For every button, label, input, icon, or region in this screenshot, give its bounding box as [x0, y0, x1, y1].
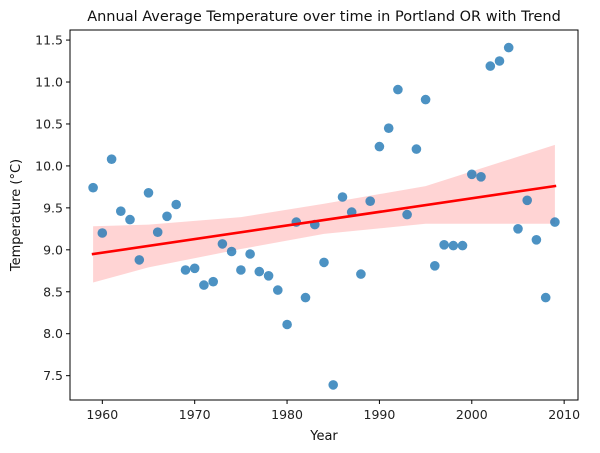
data-point	[236, 265, 246, 275]
y-axis-ticks: 7.5 8.0 8.5 9.0 9.5 10.0 10.5 11.0 11.5	[35, 33, 70, 383]
data-point	[199, 280, 209, 290]
data-point	[540, 292, 551, 303]
data-point	[217, 239, 228, 249]
data-point	[189, 263, 200, 274]
data-point	[467, 169, 477, 180]
data-point	[245, 249, 255, 259]
data-point	[328, 380, 339, 390]
data-point	[88, 182, 98, 193]
data-points-layer	[88, 42, 560, 390]
data-point	[152, 227, 163, 237]
data-point	[485, 61, 496, 71]
data-point	[97, 228, 108, 238]
y-tick-label: 9.5	[43, 200, 63, 215]
x-tick-label: 2010	[548, 407, 580, 422]
data-point	[125, 214, 135, 225]
y-tick-label: 11.0	[35, 75, 63, 90]
data-point	[439, 240, 449, 250]
confidence-band	[93, 144, 555, 283]
data-point	[254, 266, 265, 277]
data-point	[282, 319, 292, 330]
data-point	[522, 195, 532, 206]
data-point	[273, 285, 283, 295]
data-point	[143, 188, 154, 198]
data-point	[263, 271, 274, 281]
data-point	[402, 209, 412, 220]
data-point	[383, 123, 394, 133]
data-point	[134, 255, 145, 265]
confidence-band-layer	[93, 144, 555, 283]
data-point	[116, 206, 126, 216]
data-point	[448, 240, 459, 251]
data-point	[208, 276, 218, 287]
y-tick-label: 7.5	[43, 368, 63, 383]
x-axis-ticks: 1960 1970 1980 1990 2000 2010	[86, 400, 580, 422]
data-point	[171, 199, 181, 210]
x-tick-label: 1990	[364, 407, 396, 422]
trend-line-layer	[91, 184, 557, 256]
data-point	[411, 144, 422, 154]
y-tick-label: 9.0	[43, 242, 63, 257]
data-point	[319, 257, 329, 268]
data-point	[457, 240, 468, 251]
x-tick-label: 1960	[86, 407, 118, 422]
x-tick-label: 2000	[456, 407, 488, 422]
plot-frame	[69, 29, 579, 401]
data-point	[300, 292, 311, 303]
y-axis-label: Temperature (°C)	[9, 159, 24, 272]
x-axis-label: Year	[309, 429, 338, 444]
data-point	[550, 217, 560, 227]
data-point	[180, 265, 191, 275]
data-point	[162, 211, 172, 222]
data-point	[374, 141, 385, 152]
data-point	[513, 224, 523, 234]
data-point	[430, 261, 440, 271]
data-point	[337, 192, 348, 202]
data-point	[494, 56, 505, 66]
data-point	[503, 42, 514, 53]
y-tick-label: 10.5	[35, 116, 63, 131]
data-point	[420, 94, 431, 105]
y-tick-label: 8.0	[43, 326, 63, 341]
data-point	[106, 154, 117, 164]
y-tick-label: 11.5	[35, 33, 63, 48]
data-point	[531, 235, 542, 245]
data-point	[393, 84, 403, 95]
y-tick-label: 10.0	[35, 158, 63, 173]
x-tick-label: 1980	[271, 407, 303, 422]
x-tick-label: 1970	[179, 407, 211, 422]
trend-line	[91, 184, 557, 256]
data-point	[356, 269, 366, 279]
data-point	[226, 246, 237, 257]
data-point	[476, 172, 486, 182]
data-point	[365, 196, 376, 206]
y-tick-label: 8.5	[43, 284, 63, 299]
chart-title: Annual Average Temperature over time in …	[87, 9, 561, 25]
